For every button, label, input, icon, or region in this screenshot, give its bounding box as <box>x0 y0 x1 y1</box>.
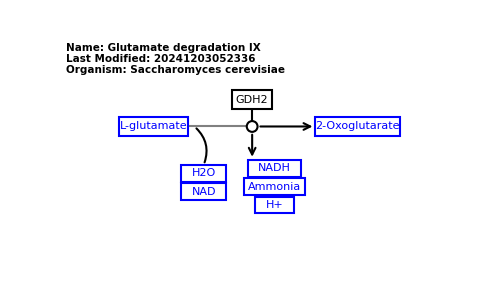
Text: Organism: Saccharomyces cerevisiae: Organism: Saccharomyces cerevisiae <box>66 65 285 75</box>
Text: Last Modified: 20241203052336: Last Modified: 20241203052336 <box>66 54 255 64</box>
Text: Name: Glutamate degradation IX: Name: Glutamate degradation IX <box>66 43 261 53</box>
Bar <box>181 183 226 201</box>
Text: GDH2: GDH2 <box>236 95 268 105</box>
Bar <box>255 197 294 214</box>
Bar <box>244 178 305 195</box>
Text: H+: H+ <box>265 200 283 210</box>
Text: 2-Oxoglutarate: 2-Oxoglutarate <box>315 122 400 131</box>
Bar <box>232 90 272 109</box>
Text: L-glutamate: L-glutamate <box>120 122 187 131</box>
Text: Ammonia: Ammonia <box>248 181 301 191</box>
Text: H2O: H2O <box>192 168 216 178</box>
Bar <box>315 117 400 136</box>
Circle shape <box>247 121 258 132</box>
Text: NADH: NADH <box>258 163 291 173</box>
Bar <box>181 165 226 182</box>
Bar <box>248 160 300 177</box>
Bar <box>119 117 188 136</box>
Text: NAD: NAD <box>192 187 216 197</box>
